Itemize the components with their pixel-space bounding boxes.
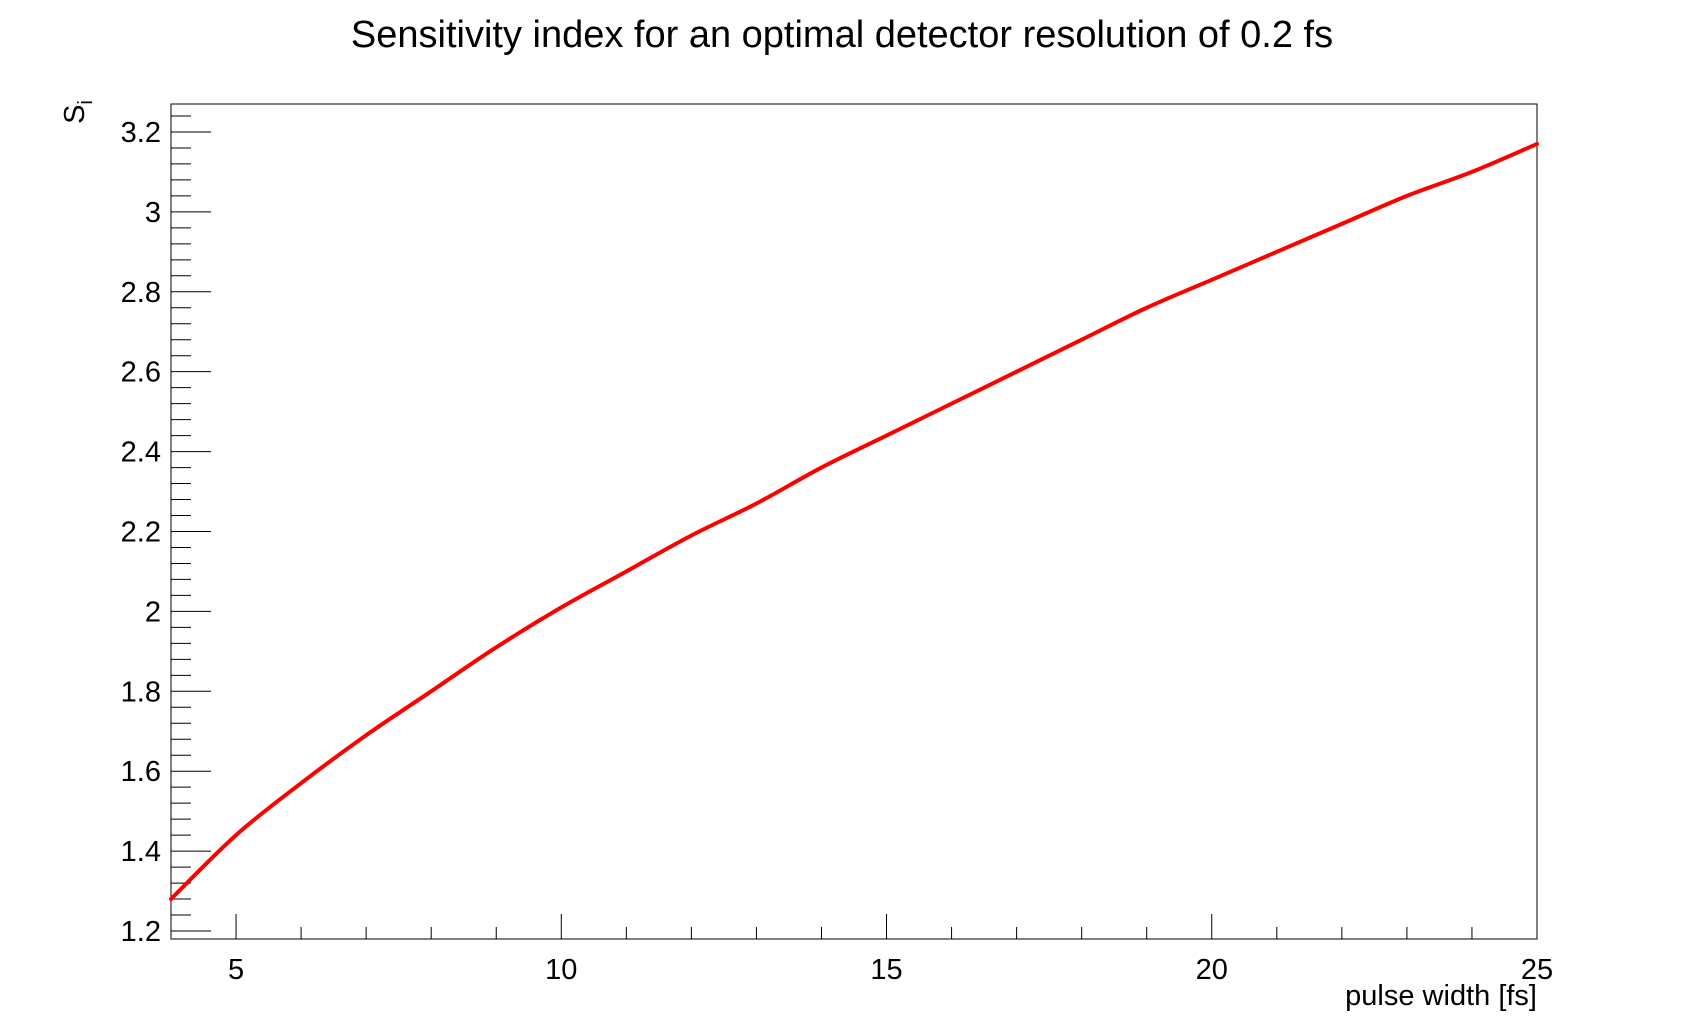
y-tick-label: 1.8 xyxy=(121,676,161,708)
y-tick-label: 2 xyxy=(145,596,161,628)
minor-ticks xyxy=(170,115,1473,939)
y-axis-label-subscript: i xyxy=(75,100,97,104)
y-tick-label: 2.4 xyxy=(121,437,161,469)
x-tick-label: 25 xyxy=(1521,954,1553,986)
x-tick-labels: 5 10 15 20 25 xyxy=(228,954,1553,986)
x-tick-label: 10 xyxy=(545,954,577,986)
y-tick-label: 3.2 xyxy=(121,117,161,149)
major-ticks xyxy=(171,131,1538,939)
plot-frame xyxy=(170,103,1538,940)
y-tick-label: 3 xyxy=(145,197,161,229)
x-axis-label: pulse width [fs] xyxy=(1345,980,1537,1012)
y-tick-label: 1.2 xyxy=(121,916,161,948)
y-tick-label: 2.8 xyxy=(121,277,161,309)
y-tick-label: 1.4 xyxy=(121,836,161,868)
y-tick-label: 2.6 xyxy=(121,357,161,389)
x-tick-label: 15 xyxy=(870,954,902,986)
y-tick-label: 2.2 xyxy=(121,516,161,548)
y-tick-labels: 1.2 1.4 1.6 1.8 2 2.2 2.4 2.6 2.8 3 3.2 xyxy=(121,117,161,948)
y-axis-label-base: S xyxy=(59,105,91,124)
y-tick-label: 1.6 xyxy=(121,756,161,788)
y-axis-label: Si xyxy=(59,100,97,124)
series-line xyxy=(169,141,1539,902)
x-tick-label: 20 xyxy=(1196,954,1228,986)
chart-title: Sensitivity index for an optimal detecto… xyxy=(351,14,1333,56)
x-tick-label: 5 xyxy=(228,954,244,986)
